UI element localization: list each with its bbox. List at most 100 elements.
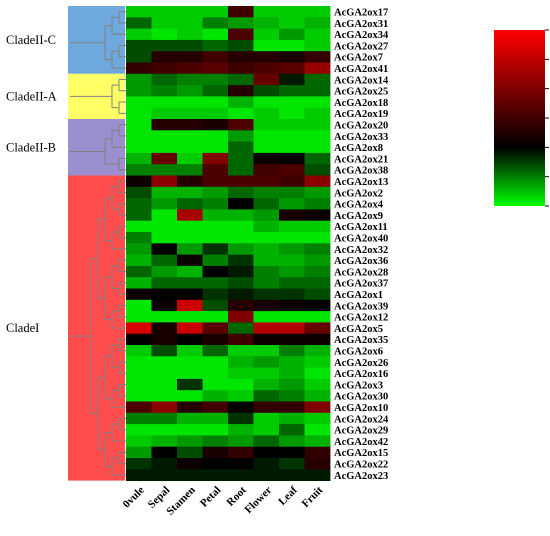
heatmap-cell-AcGA2ox40-Leaf bbox=[279, 232, 305, 244]
heatmap-cell-AcGA2ox26-0vule bbox=[126, 356, 152, 368]
heatmap-cell-AcGA2ox32-Sepal bbox=[151, 243, 178, 255]
heatmap-cell-AcGA2ox33-Root bbox=[228, 130, 254, 142]
heatmap-cell-AcGA2ox35-Leaf bbox=[279, 333, 305, 346]
heatmap-cell-AcGA2ox17-Stamen bbox=[177, 6, 203, 18]
heatmap-cell-AcGA2ox41-Petal bbox=[202, 62, 229, 75]
heatmap-cell-AcGA2ox36-Sepal bbox=[151, 254, 178, 267]
heatmap-cell-AcGA2ox25-Leaf bbox=[279, 85, 305, 97]
heatmap-cell-AcGA2ox10-Petal bbox=[202, 401, 229, 414]
heatmap-cell-AcGA2ox23-0vule bbox=[126, 469, 152, 481]
heatmap-cell-AcGA2ox40-Fruit bbox=[304, 232, 331, 244]
heatmap-cell-AcGA2ox37-Stamen bbox=[177, 277, 203, 289]
heatmap-cell-AcGA2ox29-Sepal bbox=[151, 424, 178, 436]
heatmap-cell-AcGA2ox26-Petal bbox=[202, 356, 229, 368]
heatmap-cell-AcGA2ox8-Petal bbox=[202, 141, 229, 154]
heatmap-cell-AcGA2ox2-Leaf bbox=[279, 186, 305, 199]
heatmap-cell-AcGA2ox12-0vule bbox=[126, 311, 152, 323]
heatmap-cell-AcGA2ox22-Sepal bbox=[151, 458, 178, 470]
heatmap-cell-AcGA2ox41-Fruit bbox=[304, 62, 331, 75]
heatmap-cell-AcGA2ox24-Root bbox=[228, 412, 254, 425]
heatmap-cell-AcGA2ox1-Petal bbox=[202, 288, 229, 301]
heatmap-cell-AcGA2ox35-Root bbox=[228, 333, 254, 346]
heatmap-cell-AcGA2ox7-Root bbox=[228, 51, 254, 63]
heatmap-cell-AcGA2ox41-0vule bbox=[126, 62, 152, 75]
heatmap-cell-AcGA2ox34-Leaf bbox=[279, 28, 305, 41]
heatmap-cell-AcGA2ox35-Stamen bbox=[177, 333, 203, 346]
heatmap-cell-AcGA2ox38-Petal bbox=[202, 164, 229, 176]
heatmap-cell-AcGA2ox39-Fruit bbox=[304, 299, 331, 312]
row-label-AcGA2ox21: AcGA2ox21 bbox=[334, 154, 388, 165]
heatmap-cell-AcGA2ox30-Sepal bbox=[151, 390, 178, 402]
heatmap-cell-AcGA2ox19-0vule bbox=[126, 107, 152, 120]
heatmap-cell-AcGA2ox37-Flower bbox=[253, 277, 280, 289]
heatmap-cell-AcGA2ox12-Sepal bbox=[151, 311, 178, 323]
heatmap-cell-AcGA2ox41-Leaf bbox=[279, 62, 305, 75]
heatmap-cell-AcGA2ox23-Leaf bbox=[279, 469, 305, 481]
heatmap-cell-AcGA2ox17-Flower bbox=[253, 6, 280, 18]
heatmap-cell-AcGA2ox27-Leaf bbox=[279, 39, 305, 52]
heatmap-cell-AcGA2ox6-Petal bbox=[202, 345, 229, 357]
clade-label-3: CladeI bbox=[6, 321, 39, 335]
heatmap-cell-AcGA2ox17-Petal bbox=[202, 6, 229, 18]
heatmap-cell-AcGA2ox15-0vule bbox=[126, 446, 152, 459]
row-label-AcGA2ox41: AcGA2ox41 bbox=[334, 64, 388, 75]
heatmap-cell-AcGA2ox31-Sepal bbox=[151, 17, 178, 29]
heatmap-cell-AcGA2ox28-Root bbox=[228, 265, 254, 278]
heatmap-cell-AcGA2ox6-Fruit bbox=[304, 345, 331, 357]
heatmap-cell-AcGA2ox17-Sepal bbox=[151, 6, 178, 18]
heatmap-cell-AcGA2ox13-Flower bbox=[253, 175, 280, 188]
heatmap-cell-AcGA2ox40-Petal bbox=[202, 232, 229, 244]
heatmap-cell-AcGA2ox40-Root bbox=[228, 232, 254, 244]
row-label-AcGA2ox4: AcGA2ox4 bbox=[334, 200, 384, 211]
heatmap-cell-AcGA2ox24-Leaf bbox=[279, 412, 305, 425]
heatmap-cell-AcGA2ox4-Sepal bbox=[151, 198, 178, 210]
heatmap-cell-AcGA2ox24-Stamen bbox=[177, 412, 203, 425]
heatmap-cell-AcGA2ox7-Flower bbox=[253, 51, 280, 63]
heatmap-cell-AcGA2ox35-Flower bbox=[253, 333, 280, 346]
heatmap-cell-AcGA2ox31-Fruit bbox=[304, 17, 331, 29]
heatmap-cell-AcGA2ox1-Leaf bbox=[279, 288, 305, 301]
heatmap-cell-AcGA2ox27-0vule bbox=[126, 39, 152, 52]
heatmap-cell-AcGA2ox22-Petal bbox=[202, 458, 229, 470]
row-label-AcGA2ox28: AcGA2ox28 bbox=[334, 267, 388, 278]
heatmap-cell-AcGA2ox11-0vule bbox=[126, 220, 152, 233]
column-label-0vule: 0vule bbox=[121, 484, 147, 510]
heatmap-cell-AcGA2ox5-Leaf bbox=[279, 322, 305, 335]
heatmap-cell-AcGA2ox11-Petal bbox=[202, 220, 229, 233]
heatmap-cell-AcGA2ox31-0vule bbox=[126, 17, 152, 29]
heatmap-cell-AcGA2ox20-Sepal bbox=[151, 119, 178, 131]
heatmap-cell-AcGA2ox20-Leaf bbox=[279, 119, 305, 131]
heatmap-cell-AcGA2ox6-0vule bbox=[126, 345, 152, 357]
heatmap-cell-AcGA2ox31-Flower bbox=[253, 17, 280, 29]
heatmap-cell-AcGA2ox18-Root bbox=[228, 96, 254, 109]
heatmap-cell-AcGA2ox11-Flower bbox=[253, 220, 280, 233]
heatmap-cell-AcGA2ox42-Sepal bbox=[151, 435, 178, 448]
row-label-AcGA2ox7: AcGA2ox7 bbox=[334, 53, 383, 64]
heatmap-cell-AcGA2ox12-Fruit bbox=[304, 311, 331, 323]
heatmap-cell-AcGA2ox16-0vule bbox=[126, 367, 152, 380]
heatmap-cell-AcGA2ox12-Flower bbox=[253, 311, 280, 323]
heatmap-cell-AcGA2ox4-Leaf bbox=[279, 198, 305, 210]
heatmap-cell-AcGA2ox2-Petal bbox=[202, 186, 229, 199]
heatmap-cell-AcGA2ox11-Root bbox=[228, 220, 254, 233]
heatmap-cell-AcGA2ox36-Petal bbox=[202, 254, 229, 267]
heatmap-cell-AcGA2ox6-Sepal bbox=[151, 345, 178, 357]
row-label-AcGA2ox42: AcGA2ox42 bbox=[334, 437, 388, 448]
heatmap-cell-AcGA2ox11-Stamen bbox=[177, 220, 203, 233]
heatmap-cell-AcGA2ox13-Stamen bbox=[177, 175, 203, 188]
heatmap-cell-AcGA2ox40-0vule bbox=[126, 232, 152, 244]
heatmap-cell-AcGA2ox4-Fruit bbox=[304, 198, 331, 210]
heatmap-cell-AcGA2ox15-Flower bbox=[253, 446, 280, 459]
heatmap-cell-AcGA2ox3-0vule bbox=[126, 378, 152, 391]
heatmap-cell-AcGA2ox42-Petal bbox=[202, 435, 229, 448]
heatmap-cell-AcGA2ox40-Stamen bbox=[177, 232, 203, 244]
heatmap-cell-AcGA2ox7-Stamen bbox=[177, 51, 203, 63]
row-label-AcGA2ox40: AcGA2ox40 bbox=[334, 233, 388, 244]
heatmap-cell-AcGA2ox10-Fruit bbox=[304, 401, 331, 414]
heatmap-cell-AcGA2ox37-Fruit bbox=[304, 277, 331, 289]
heatmap-cell-AcGA2ox17-Leaf bbox=[279, 6, 305, 18]
heatmap-cell-AcGA2ox22-0vule bbox=[126, 458, 152, 470]
column-label-Petal: Petal bbox=[198, 484, 223, 509]
heatmap-cell-AcGA2ox9-Petal bbox=[202, 209, 229, 222]
heatmap-cell-AcGA2ox32-Fruit bbox=[304, 243, 331, 255]
